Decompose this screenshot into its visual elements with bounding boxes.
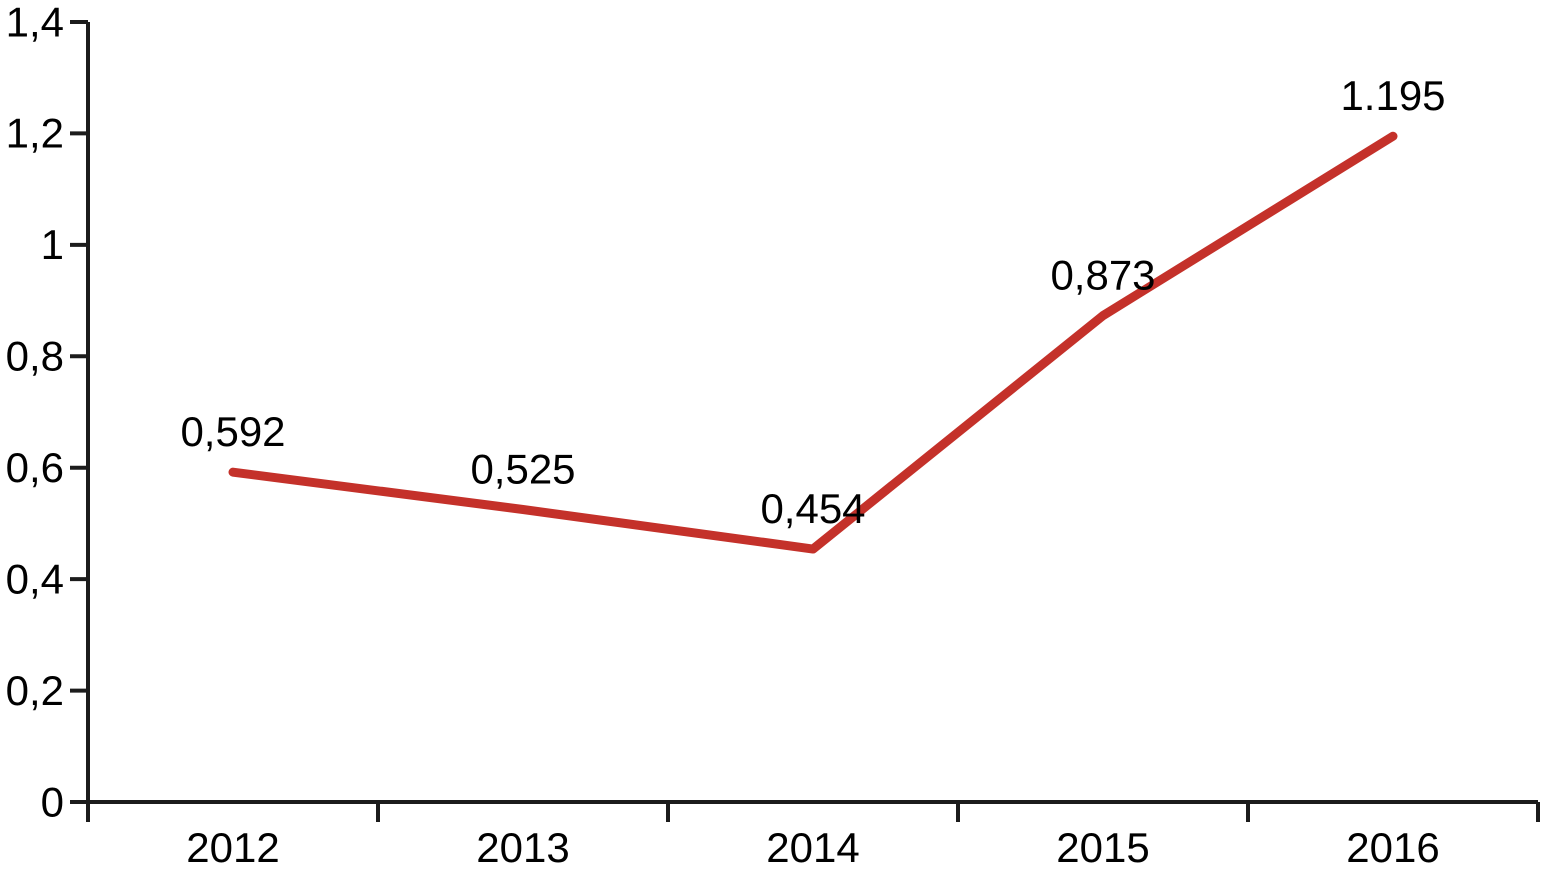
- data-point-label: 0,592: [180, 408, 285, 455]
- x-category-label: 2015: [1056, 824, 1149, 871]
- y-tick-label: 0,8: [6, 333, 64, 380]
- y-tick-label: 1: [41, 221, 64, 268]
- y-tick-label: 1,2: [6, 110, 64, 157]
- y-tick-label: 0: [41, 778, 64, 825]
- data-point-label: 0,525: [470, 446, 575, 493]
- y-tick-label: 0,6: [6, 444, 64, 491]
- data-point-label: 0,454: [760, 485, 865, 532]
- y-tick-label: 0,4: [6, 555, 64, 602]
- y-tick-label: 0,2: [6, 667, 64, 714]
- x-category-label: 2012: [186, 824, 279, 871]
- series-line: [228, 131, 1398, 554]
- data-point-label: 0,873: [1050, 252, 1155, 299]
- data-point-label: 1.195: [1340, 72, 1445, 119]
- x-category-label: 2016: [1346, 824, 1439, 871]
- y-tick-label: 1,4: [6, 0, 64, 45]
- x-category-label: 2014: [766, 824, 859, 871]
- x-category-label: 2013: [476, 824, 569, 871]
